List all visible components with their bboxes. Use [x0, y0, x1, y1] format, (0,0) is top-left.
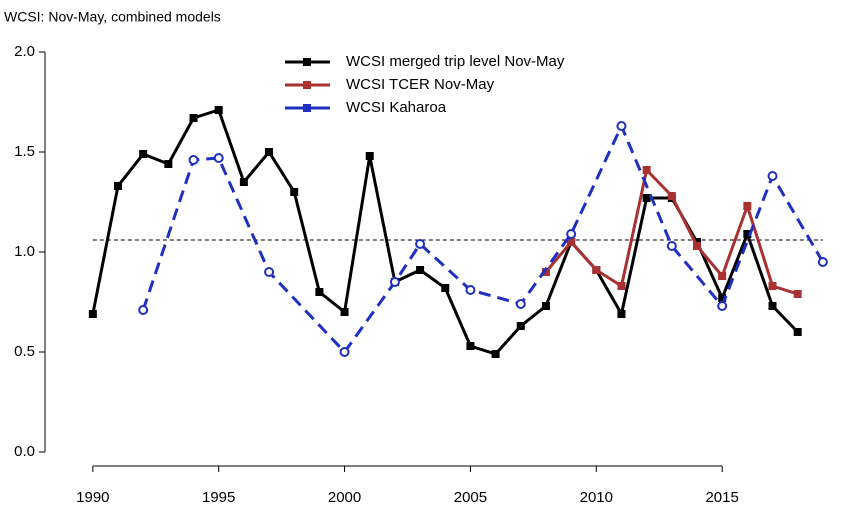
legend-marker — [303, 58, 311, 66]
point — [491, 350, 500, 358]
point — [642, 194, 651, 202]
point — [466, 342, 475, 350]
legend-label: WCSI TCER Nov-May — [346, 76, 495, 93]
point — [339, 347, 350, 357]
series-line — [141, 122, 825, 355]
point — [692, 242, 701, 250]
point — [315, 288, 324, 296]
point — [340, 308, 349, 316]
point — [189, 114, 198, 122]
point — [465, 285, 476, 295]
legend-marker — [303, 81, 311, 89]
x-tick-label: 1995 — [202, 489, 235, 506]
point — [667, 192, 676, 200]
point — [793, 290, 802, 298]
point — [541, 302, 550, 310]
point — [389, 277, 400, 287]
point — [616, 121, 627, 131]
chart-title: WCSI: Nov-May, combined models — [4, 9, 221, 25]
point — [793, 328, 802, 336]
point — [138, 305, 149, 315]
y-tick-label: 0.5 — [14, 343, 35, 360]
point — [817, 257, 828, 267]
point — [566, 229, 577, 239]
point — [768, 282, 777, 290]
point — [213, 153, 224, 163]
point — [666, 241, 677, 251]
point — [617, 310, 626, 318]
point — [717, 301, 728, 311]
point — [164, 160, 173, 168]
point — [365, 152, 374, 160]
y-tick-label: 1.0 — [14, 243, 35, 260]
point — [416, 266, 425, 274]
point — [265, 148, 274, 156]
legend-label: WCSI merged trip level Nov-May — [346, 53, 565, 70]
point — [516, 322, 525, 330]
series-line — [544, 166, 799, 296]
point — [718, 294, 727, 302]
point — [188, 155, 199, 165]
point — [415, 239, 426, 249]
x-tick-label: 2010 — [580, 489, 613, 506]
x-tick-label: 2015 — [705, 489, 738, 506]
point — [592, 266, 601, 274]
point — [743, 202, 752, 210]
point — [767, 171, 778, 181]
legend-label: WCSI Kaharoa — [346, 99, 447, 116]
point — [718, 272, 727, 280]
point — [214, 106, 223, 114]
point — [264, 267, 275, 277]
point — [290, 188, 299, 196]
y-tick-label: 1.5 — [14, 143, 35, 160]
legend-marker — [303, 104, 311, 112]
series-line — [91, 108, 799, 356]
point — [139, 150, 148, 158]
x-tick-label: 2005 — [454, 489, 487, 506]
point — [239, 178, 248, 186]
point — [441, 284, 450, 292]
x-tick-label: 1990 — [76, 489, 109, 506]
point — [541, 268, 550, 276]
point — [768, 302, 777, 310]
point — [743, 230, 752, 238]
point — [114, 182, 123, 190]
point — [617, 282, 626, 290]
y-tick-label: 0.0 — [14, 443, 35, 460]
x-tick-label: 2000 — [328, 489, 361, 506]
point — [515, 299, 526, 309]
point — [88, 310, 97, 318]
point — [642, 166, 651, 174]
point — [567, 238, 576, 246]
y-tick-label: 2.0 — [14, 43, 35, 60]
